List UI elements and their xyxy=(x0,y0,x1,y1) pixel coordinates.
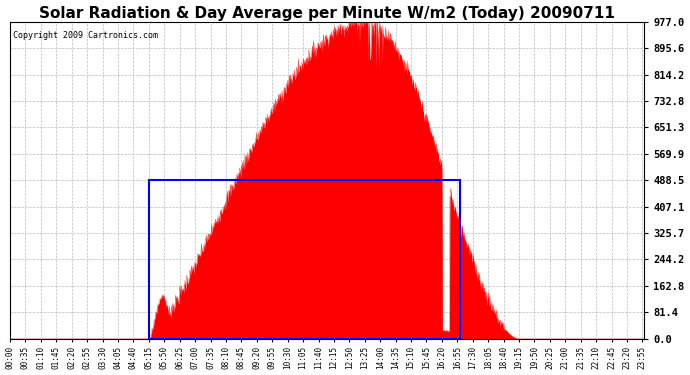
Bar xyxy=(149,180,460,339)
Title: Solar Radiation & Day Average per Minute W/m2 (Today) 20090711: Solar Radiation & Day Average per Minute… xyxy=(39,6,615,21)
Text: Copyright 2009 Cartronics.com: Copyright 2009 Cartronics.com xyxy=(13,31,158,40)
